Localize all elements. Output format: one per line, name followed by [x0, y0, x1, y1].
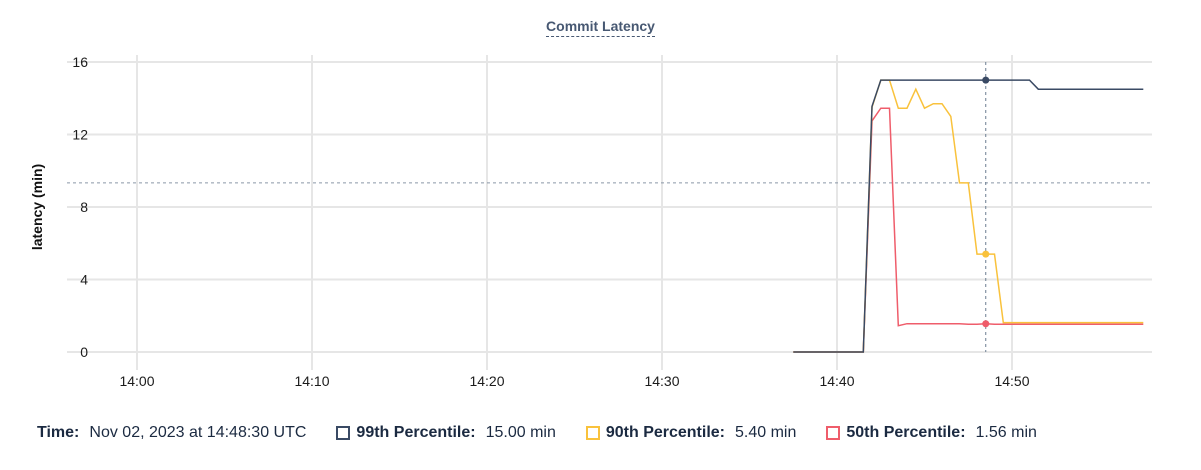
y-tick-label: 0 — [80, 344, 88, 360]
series-line-0 — [793, 79, 1144, 353]
legend-label-99th: 99th Percentile: — [356, 424, 476, 441]
legend: Time: Nov 02, 2023 at 14:48:30 UTC 99th … — [37, 424, 1037, 442]
legend-label-90th: 90th Percentile: — [605, 424, 725, 441]
legend-value-99th: 15.00 min — [485, 424, 556, 441]
y-tick-label: 8 — [80, 199, 88, 215]
legend-value-50th: 1.56 min — [975, 424, 1037, 441]
legend-value-90th: 5.40 min — [735, 424, 797, 441]
x-tick-label: 14:50 — [994, 373, 1029, 389]
crosshair-point-1 — [982, 250, 990, 258]
legend-swatch-99th[interactable] — [336, 426, 351, 440]
y-axis-label: latency (min) — [29, 164, 45, 250]
crosshair-point-0 — [982, 76, 990, 84]
series-line-2 — [793, 107, 1144, 353]
crosshair-point-2 — [982, 320, 990, 328]
x-tick-label: 14:00 — [119, 373, 154, 389]
chart-title: Commit Latency — [0, 18, 1201, 37]
x-tick-label: 14:10 — [294, 373, 329, 389]
time-label: Time: — [37, 424, 80, 441]
legend-swatch-90th[interactable] — [585, 426, 600, 440]
y-tick-label: 12 — [72, 127, 88, 143]
x-tick-label: 14:40 — [819, 373, 854, 389]
legend-swatch-50th[interactable] — [826, 426, 841, 440]
x-tick-label: 14:20 — [469, 373, 504, 389]
x-tick-label: 14:30 — [644, 373, 679, 389]
time-value: Nov 02, 2023 at 14:48:30 UTC — [89, 424, 307, 441]
legend-label-50th: 50th Percentile: — [846, 424, 966, 441]
y-tick-label: 16 — [72, 54, 88, 70]
y-tick-label: 4 — [80, 272, 88, 288]
series-line-1 — [793, 79, 1144, 353]
chart-title-text[interactable]: Commit Latency — [546, 18, 655, 37]
